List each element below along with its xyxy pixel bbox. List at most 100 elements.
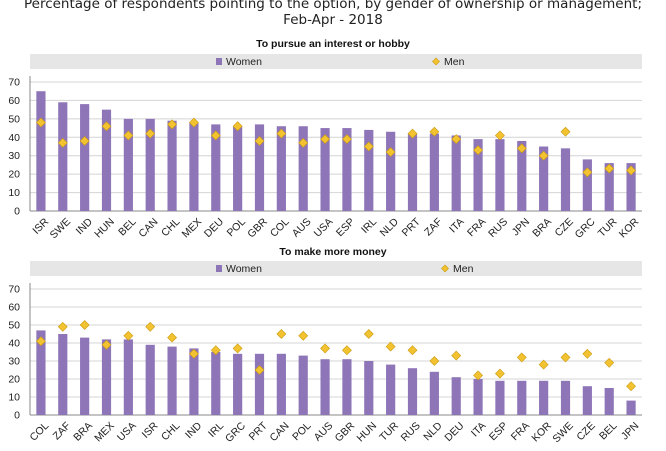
marker-men-bra	[79, 320, 90, 330]
x-tick-label-fra: FRA	[465, 216, 488, 239]
x-tick-label-cze: CZE	[552, 216, 575, 239]
x-tick-label-gbr: GBR	[245, 216, 270, 241]
y-tick-label: 20	[8, 374, 20, 386]
x-tick-label-zaf: ZAF	[51, 420, 74, 443]
bar-women-esp	[495, 380, 505, 415]
marker-men-mex	[101, 339, 112, 350]
bar-women-swe	[58, 102, 68, 211]
bar-women-cze	[582, 386, 592, 415]
bar-women-bra	[80, 337, 90, 415]
bar-women-chl	[167, 346, 177, 415]
x-tick-label-can: CAN	[268, 420, 292, 444]
marker-men-rus	[407, 345, 418, 356]
marker-men-grc	[582, 167, 593, 178]
y-tick-label: 0	[14, 410, 20, 422]
marker-men-col	[36, 336, 46, 347]
legend-women-swatch	[216, 265, 222, 272]
bar-women-chl	[167, 120, 177, 211]
x-tick-label-bra: BRA	[71, 420, 95, 444]
x-tick-label-deu: DEU	[202, 216, 226, 240]
bar-women-esp	[342, 128, 352, 211]
bar-women-usa	[123, 339, 133, 415]
x-tick-label-prt: PRT	[400, 215, 424, 239]
marker-men-ind	[79, 136, 90, 146]
x-tick-label-zaf: ZAF	[422, 216, 445, 239]
y-tick-label: 40	[8, 338, 20, 350]
marker-men-zaf	[57, 321, 68, 332]
marker-men-irl	[363, 141, 374, 152]
bar-women-fra	[473, 139, 483, 211]
bar-women-nld	[386, 131, 396, 211]
x-tick-label-bra: BRA	[530, 216, 554, 240]
marker-men-swe	[560, 352, 571, 363]
y-tick-label: 40	[8, 132, 20, 144]
marker-men-jpn	[516, 143, 527, 154]
x-tick-label-pol: POL	[225, 216, 248, 239]
legend-men-label: Men	[453, 263, 474, 275]
x-tick-label-nld: NLD	[378, 216, 402, 240]
x-tick-label-rus: RUS	[486, 216, 510, 240]
bar-women-pol	[298, 355, 308, 415]
x-tick-label-ita: ITA	[447, 216, 466, 235]
y-tick-label: 10	[8, 392, 20, 404]
legend-men-marker	[432, 57, 440, 66]
marker-men-pol	[298, 330, 309, 341]
bar-women-gbr	[342, 359, 352, 415]
chart-panel-2: To make more money Women Men 0 10 20 30 40 50 60 7…	[8, 246, 642, 445]
marker-men-isr	[145, 321, 156, 332]
chart-panel-1: To pursue an interest or hobby Women Men 0 1…	[8, 38, 642, 241]
marker-men-fra	[516, 352, 527, 363]
bar-women-ind	[80, 104, 90, 211]
marker-men-nld	[429, 356, 440, 366]
x-tick-label-fra: FRA	[509, 420, 532, 443]
bar-women-prt	[407, 133, 418, 211]
marker-men-chl	[167, 119, 177, 130]
legend-band	[30, 261, 642, 276]
bar-women-can	[145, 118, 155, 211]
marker-men-tur	[385, 341, 396, 352]
marker-men-swe	[57, 137, 68, 148]
marker-men-col	[276, 128, 287, 139]
bar-women-swe	[560, 380, 571, 415]
x-tick-label-kor: KOR	[617, 216, 642, 241]
x-tick-label-esp: ESP	[334, 216, 357, 239]
x-tick-label-isr: ISR	[140, 420, 161, 441]
figure-title-line2: Feb-Apr - 2018	[283, 12, 383, 28]
x-tick-label-irl: IRL	[359, 216, 379, 236]
marker-men-ind	[189, 348, 199, 359]
x-tick-label-col: COL	[268, 216, 292, 240]
bar-women-can	[276, 353, 286, 415]
x-tick-label-chl: CHL	[159, 216, 182, 239]
bar-women-irl	[211, 352, 221, 415]
bar-women-aus	[298, 126, 308, 211]
bar-women-bra	[539, 146, 549, 211]
marker-men-cze	[560, 126, 571, 137]
bar-women-jpn	[626, 400, 636, 415]
marker-men-gbr	[342, 345, 352, 356]
marker-men-pol	[232, 121, 243, 132]
bar-women-bel	[123, 118, 133, 211]
x-tick-label-ind: IND	[74, 216, 96, 238]
marker-men-usa	[320, 134, 330, 145]
bar-women-gbr	[254, 124, 265, 211]
marker-men-bra	[538, 150, 549, 161]
bar-women-isr	[145, 344, 155, 415]
marker-men-aus	[320, 343, 330, 354]
bar-women-bel	[604, 388, 614, 415]
x-tick-label-bel: BEL	[597, 420, 620, 443]
x-tick-label-jpn: JPN	[619, 420, 642, 443]
marker-men-deu	[210, 130, 221, 141]
y-tick-label: 70	[8, 284, 20, 296]
x-tick-label-deu: DEU	[442, 420, 466, 444]
legend-men-label: Men	[444, 56, 465, 68]
y-tick-label: 50	[8, 320, 20, 332]
marker-men-chl	[167, 332, 177, 343]
x-tick-label-can: CAN	[136, 216, 160, 240]
marker-men-aus	[298, 137, 309, 148]
x-tick-label-mex: MEX	[92, 420, 117, 445]
marker-men-bel	[123, 130, 134, 141]
marker-men-deu	[451, 350, 462, 361]
x-tick-label-tur: TUR	[596, 216, 620, 240]
bar-women-hun	[364, 361, 374, 415]
